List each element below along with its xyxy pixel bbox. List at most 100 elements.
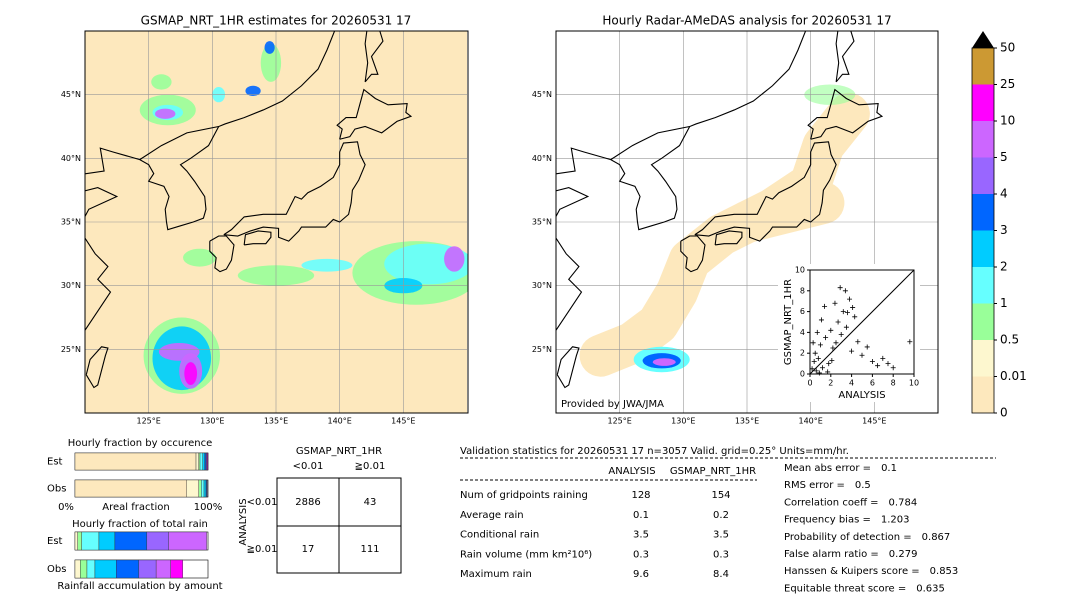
coastline — [209, 235, 235, 273]
x-tick-label: 135°E — [264, 417, 288, 426]
colorbar-bin — [972, 230, 994, 267]
score-label: Mean abs error = — [784, 463, 871, 474]
score-value: 0.867 — [922, 532, 951, 543]
point — [817, 342, 823, 348]
coastline — [336, 88, 413, 140]
bar-segment — [203, 479, 207, 498]
score-value: 0.5 — [855, 480, 871, 491]
score-value: 0.279 — [889, 549, 918, 560]
point — [822, 303, 828, 309]
point — [830, 345, 836, 351]
col-header: <0.01 — [293, 461, 324, 472]
coastline — [85, 31, 336, 332]
point — [842, 288, 848, 294]
colorbar-label: 25 — [1000, 77, 1015, 91]
column-header: GSMAP_NRT_1HR — [670, 466, 756, 477]
bar-segment — [81, 531, 100, 551]
x-tick-label: 6 — [870, 379, 875, 388]
bar-segment — [80, 559, 88, 579]
stat-label: Average rain — [460, 510, 524, 521]
stat-value: 0.3 — [713, 549, 729, 560]
point — [812, 350, 818, 356]
coastline — [610, 125, 690, 161]
point — [869, 359, 875, 365]
coastline — [139, 125, 219, 161]
stat-value: 154 — [711, 490, 730, 501]
colorbar-label: 0 — [1000, 406, 1008, 420]
colorbar-label: 3 — [1000, 223, 1008, 237]
score-label: RMS error = — [784, 480, 845, 491]
y-tick-label: 25°N — [61, 345, 81, 354]
bar-segment — [94, 559, 117, 579]
axis-label: 0% — [58, 502, 74, 513]
coastline — [714, 230, 743, 246]
x-tick-label: 4 — [849, 379, 854, 388]
bar-segment — [186, 479, 199, 498]
bar-segment — [77, 531, 82, 551]
bar-segment — [155, 559, 171, 579]
y-tick-label: 40°N — [532, 154, 552, 163]
contingency-table: GSMAP_NRT_1HR<0.01 ≧0.01ANALYSIS<0.01≧0.0… — [238, 446, 402, 574]
bar-segment — [74, 559, 81, 579]
score-label: Probability of detection = — [784, 532, 912, 543]
occurrence-title: Hourly fraction by occurence — [68, 438, 212, 449]
rain-area — [652, 358, 676, 366]
table-cell: 111 — [360, 544, 379, 555]
colorbar-label: 10 — [1000, 114, 1015, 128]
point — [840, 309, 846, 315]
y-axis-label: GSMAP_NRT_1HR — [783, 279, 794, 365]
y-tick-label: 45°N — [532, 90, 552, 99]
point — [815, 355, 821, 361]
x-axis-label: ANALYSIS — [838, 390, 885, 401]
point — [810, 340, 816, 346]
bar-segment — [198, 479, 202, 498]
score-label: Hanssen & Kuipers score = — [784, 566, 920, 577]
point — [826, 361, 832, 367]
table-cell: 2886 — [295, 497, 320, 508]
point — [809, 366, 815, 372]
row-label: Est — [47, 457, 63, 468]
y-tick-label: 45°N — [61, 90, 81, 99]
bar-segment — [146, 531, 169, 551]
point — [880, 355, 886, 361]
y-tick-label: 4 — [800, 328, 805, 337]
point — [818, 317, 824, 323]
row-label: Est — [47, 536, 63, 547]
bar-segment — [199, 452, 203, 471]
point — [844, 310, 850, 316]
stat-label: Maximum rain — [460, 569, 532, 580]
x-tick-label: 0 — [807, 379, 812, 388]
bar-segment — [116, 559, 140, 579]
rain-area — [264, 41, 275, 54]
colorbar-label: 1 — [1000, 296, 1008, 310]
table-cell: 43 — [364, 497, 377, 508]
left-map-frame — [84, 30, 469, 414]
colorbar-label: 2 — [1000, 260, 1008, 274]
x-tick-label: 140°E — [799, 417, 823, 426]
table-title: GSMAP_NRT_1HR — [296, 446, 382, 457]
point — [890, 365, 896, 371]
coastline — [223, 141, 366, 242]
colorbar-bin — [972, 194, 994, 231]
colorbar-bin — [972, 48, 994, 85]
point — [855, 339, 861, 345]
validation-header: Validation statistics for 20260531 17 n=… — [460, 446, 849, 457]
right-map-title: Hourly Radar-AMeDAS analysis for 2026053… — [602, 14, 891, 28]
point — [813, 368, 819, 374]
point — [819, 365, 825, 371]
row-label: Obs — [47, 564, 66, 575]
score-label: Frequency bias = — [784, 515, 871, 526]
coastline — [835, 31, 855, 83]
bar-segment — [195, 452, 199, 471]
scatter-frame — [809, 269, 915, 375]
y-tick-label: 10 — [795, 266, 805, 275]
credit: Provided by JWA/JMA — [561, 399, 664, 410]
x-tick-label: 2 — [828, 379, 833, 388]
stat-label: Conditional rain — [460, 530, 539, 541]
y-tick-label: 0 — [800, 370, 805, 379]
colorbar-bin — [972, 376, 994, 413]
colorbar-extension — [972, 31, 994, 48]
bar-segment — [207, 452, 209, 471]
x-tick-label: 145°E — [391, 417, 415, 426]
